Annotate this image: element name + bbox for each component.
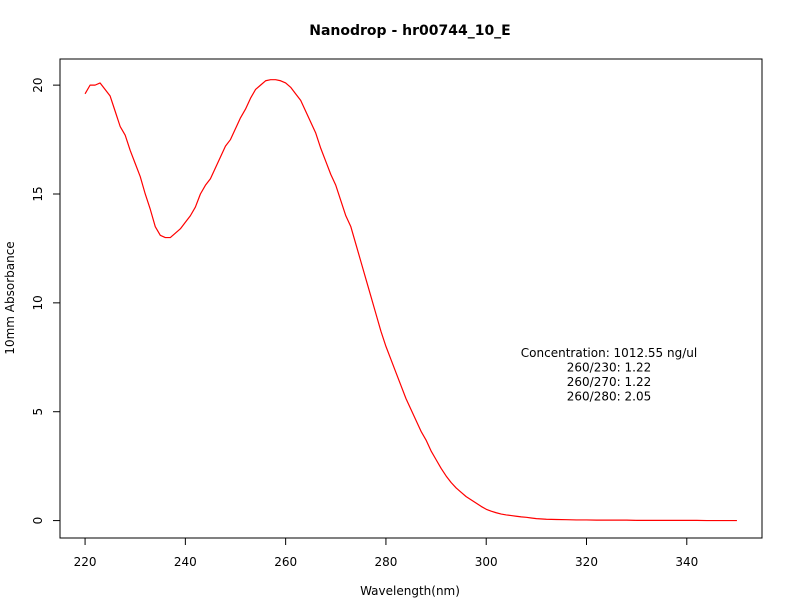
x-tick-label: 300 bbox=[475, 555, 498, 569]
y-axis-label: 10mm Absorbance bbox=[3, 241, 17, 354]
x-tick-label: 280 bbox=[374, 555, 397, 569]
y-tick-label: 20 bbox=[31, 77, 45, 92]
y-axis: 0 5 10 15 20 bbox=[31, 77, 60, 524]
x-tick-label: 240 bbox=[174, 555, 197, 569]
x-tick-label: 340 bbox=[675, 555, 698, 569]
x-tick-label: 320 bbox=[575, 555, 598, 569]
annotation-line: 260/230: 1.22 bbox=[567, 361, 651, 375]
annotation-line: Concentration: 1012.55 ng/ul bbox=[521, 346, 697, 360]
y-tick-label: 0 bbox=[31, 517, 45, 525]
annotation-line: 260/280: 2.05 bbox=[567, 390, 651, 404]
x-axis-label: Wavelength(nm) bbox=[360, 584, 460, 598]
y-tick-label: 5 bbox=[31, 408, 45, 416]
x-axis: 220 240 260 280 300 320 340 bbox=[74, 538, 698, 569]
x-tick-label: 260 bbox=[274, 555, 297, 569]
x-tick-label: 220 bbox=[74, 555, 97, 569]
series-line bbox=[84, 79, 737, 522]
y-tick-label: 15 bbox=[31, 186, 45, 201]
y-tick-label: 10 bbox=[31, 295, 45, 310]
plot-frame bbox=[59, 58, 763, 539]
series-layer bbox=[84, 79, 737, 522]
chart-title: Nanodrop - hr00744_10_E bbox=[309, 23, 511, 39]
annotation-line: 260/270: 1.22 bbox=[567, 375, 651, 389]
